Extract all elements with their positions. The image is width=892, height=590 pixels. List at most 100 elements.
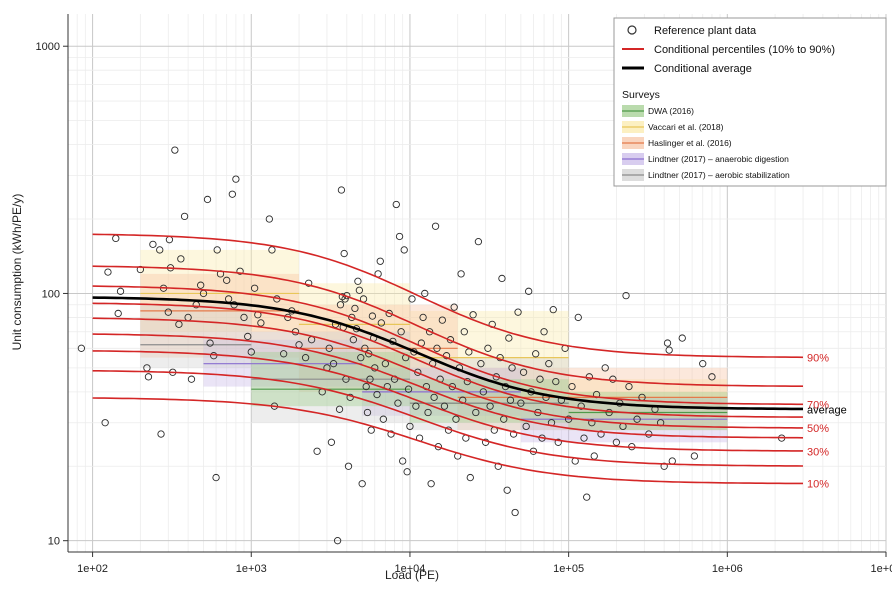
y-tick-label: 10 [48,536,60,548]
data-point [327,438,336,446]
percentile-label: 50% [807,423,829,435]
data-point [244,332,252,341]
data-point [301,353,310,362]
data-point [421,289,429,298]
data-point [144,373,153,381]
percentile-label: 70% [807,400,829,412]
data-point [408,295,416,303]
axes: 1e+02 1e+03 1e+04 1e+05 1e+06 1e+07 10 100 1000 [36,14,892,575]
data-point [625,382,633,391]
data-point [425,328,434,336]
data-point [486,402,494,410]
data-point [583,493,591,501]
data-point [568,382,576,391]
data-point [450,303,458,311]
percentile-curve [92,233,804,359]
data-point [431,222,440,230]
data-point [519,368,528,376]
data-point [325,344,333,352]
data-point [503,486,511,494]
data-point [427,480,435,488]
legend-item-label: Reference plant data [654,25,757,37]
legend-survey-label: Haslinger et al. (2016) [648,138,732,148]
data-point [574,313,582,322]
data-point [197,281,205,289]
data-point [210,352,218,360]
data-point [505,334,513,342]
legend-item-label: Conditional average [654,63,752,75]
data-point [268,246,276,254]
data-point [479,388,487,396]
data-point [440,402,449,410]
data-point [336,301,345,309]
data-point [354,277,362,285]
percentile-curve [92,302,803,418]
data-point [156,246,164,254]
data-point [514,308,522,316]
data-point [508,364,516,372]
x-tick-label: 1e+04 [394,563,425,575]
data-point [355,286,364,294]
data-point [394,399,402,407]
legend-surveys-title: Surveys [622,89,660,101]
data-point [104,268,112,276]
data-point [280,350,288,358]
legend-survey-label: Lindtner (2017) – aerobic stabilization [648,170,790,180]
data-point [509,430,518,438]
data-point [250,284,259,292]
data-point [366,375,374,383]
y-tick-label: 1000 [36,41,60,53]
legend-survey-label: DWA (2016) [648,106,694,116]
data-point [452,415,460,423]
data-point [399,457,407,465]
data-point [580,434,588,442]
data-point [588,419,596,427]
data-point [660,462,668,470]
data-point [157,430,165,438]
data-point [362,382,370,391]
data-point [466,473,474,482]
survey-lines [140,292,728,420]
percentile-curve [92,285,803,406]
percentile-curve [92,350,803,452]
data-point [236,267,244,275]
data-point [247,348,255,356]
data-point [406,422,414,431]
x-axis-label: Load (PE) [385,568,439,582]
average-label: average [807,404,847,416]
percentile-curve [92,333,804,439]
data-point [213,246,221,254]
data-point [552,377,560,386]
data-point [357,353,365,362]
data-point [368,312,377,320]
data-point [469,311,477,319]
data-point [206,339,214,347]
percentile-curve [92,265,803,387]
data-point [474,238,483,246]
legend-item-label: Conditional percentiles (10% to 90%) [654,44,835,56]
data-point [376,257,384,265]
data-point [554,438,562,446]
data-point [136,265,144,274]
average-curve [92,296,803,411]
data-point [605,408,613,417]
data-point [344,462,353,470]
data-point [164,308,172,316]
percentile-curves [92,233,804,485]
data-point [351,304,359,313]
x-tick-label: 1e+06 [712,563,743,575]
data-point [438,316,446,324]
data-point [663,339,672,347]
data-point [114,309,122,318]
data-point [149,240,157,248]
data-point [484,344,492,352]
data-point [412,402,420,410]
data-point [609,375,617,383]
x-tick-label: 1e+02 [77,563,108,575]
data-point [612,438,621,446]
percentile-curve [92,317,803,429]
data-point [337,186,346,194]
data-point [525,287,533,295]
legend: Reference plant data Conditional percenti… [613,17,887,187]
percentile-curve [92,370,804,467]
